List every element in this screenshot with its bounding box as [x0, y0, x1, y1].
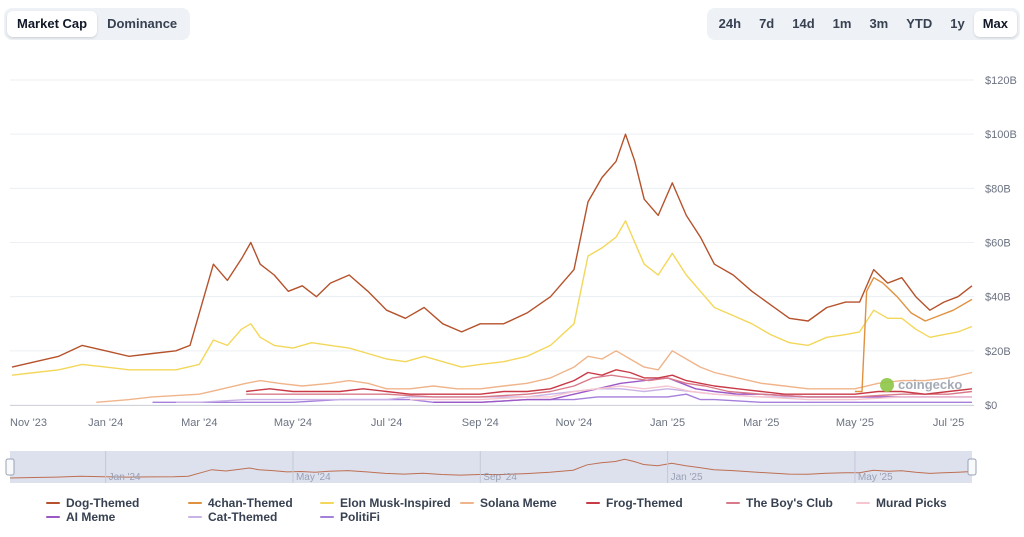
- series-line-politifi[interactable]: [152, 393, 973, 403]
- range-3m[interactable]: 3m: [869, 16, 889, 31]
- y-tick-label: $80B: [985, 183, 1011, 195]
- x-tick-label: Jan '25: [650, 417, 685, 429]
- legend-swatch: [320, 516, 334, 518]
- x-tick-label: May '24: [274, 417, 312, 429]
- legend-swatch: [188, 502, 202, 504]
- coingecko-watermark: coingecko: [880, 377, 962, 392]
- range-navigator[interactable]: Jan '24 May '24 Sep '24 Jan '25 May '25: [5, 451, 977, 483]
- range-1y[interactable]: 1y: [950, 16, 965, 31]
- grid-lines: [10, 79, 974, 406]
- legend-label: 4chan-Themed: [208, 496, 293, 510]
- navigator-tick-label: Jan '25: [671, 472, 703, 483]
- y-tick-label: $40B: [985, 292, 1011, 304]
- legend-label: Cat-Themed: [208, 510, 278, 524]
- tab-dominance[interactable]: Dominance: [107, 16, 178, 31]
- legend-swatch: [460, 502, 474, 504]
- legend-swatch: [856, 502, 870, 504]
- y-tick-label: $0: [985, 400, 997, 412]
- range-14d[interactable]: 14d: [792, 16, 815, 31]
- legend-item-elon-musk-inspired[interactable]: Elon Musk-Inspired: [320, 496, 451, 510]
- legend-label: The Boy's Club: [746, 496, 833, 510]
- y-tick-label: $20B: [985, 346, 1011, 358]
- legend-label: Elon Musk-Inspired: [340, 496, 451, 510]
- y-tick-label: $120B: [985, 75, 1017, 87]
- series-line-4chan-themed[interactable]: [854, 277, 973, 393]
- series-line-frog-themed[interactable]: [246, 369, 973, 395]
- navigator-left-handle[interactable]: [5, 458, 15, 476]
- series-line-the-boy-s-club[interactable]: [246, 374, 973, 398]
- legend-item-solana-meme[interactable]: Solana Meme: [460, 496, 557, 510]
- legend-label: Dog-Themed: [66, 496, 140, 510]
- x-tick-label: Sep '24: [462, 417, 499, 429]
- legend-swatch: [46, 502, 60, 504]
- x-tick-label: Nov '23: [10, 417, 47, 429]
- legend-label: AI Meme: [66, 510, 116, 524]
- x-axis: Nov '23 Jan '24 Mar '24 May '24 Jul '24 Sep '…: [10, 405, 974, 429]
- range-ytd[interactable]: YTD: [906, 16, 933, 31]
- legend-item-politifi[interactable]: PolitiFi: [320, 510, 380, 524]
- series-line-solana-meme[interactable]: [96, 350, 973, 403]
- x-tick-label: Nov '24: [555, 417, 592, 429]
- y-tick-label: $60B: [985, 238, 1011, 250]
- navigator-tick-label: May '24: [296, 472, 331, 483]
- market-cap-chart[interactable]: $0 $20B $40B $60B $80B $100B $120B Nov '23 Jan …: [0, 0, 1024, 490]
- range-1m[interactable]: 1m: [832, 16, 852, 31]
- watermark-text: coingecko: [898, 377, 963, 392]
- legend-item-4chan-themed[interactable]: 4chan-Themed: [188, 496, 293, 510]
- legend-label: Murad Picks: [876, 496, 947, 510]
- x-tick-label: May '25: [836, 417, 874, 429]
- series-line-dog-themed[interactable]: [11, 133, 973, 368]
- navigator-tick-label: Jan '24: [109, 472, 141, 483]
- coingecko-logo-icon: [880, 377, 894, 392]
- range-24h[interactable]: 24h: [718, 16, 742, 31]
- legend-swatch: [188, 516, 202, 518]
- view-tabs: Market Cap Dominance: [4, 8, 191, 40]
- legend-item-the-boy-s-club[interactable]: The Boy's Club: [726, 496, 833, 510]
- navigator-tick-label: May '25: [858, 472, 893, 483]
- legend-item-ai-meme[interactable]: AI Meme: [46, 510, 115, 524]
- legend-item-murad-picks[interactable]: Murad Picks: [856, 496, 947, 510]
- legend-label: Frog-Themed: [606, 496, 683, 510]
- y-axis: $0 $20B $40B $60B $80B $100B $120B: [985, 75, 1017, 412]
- range-7d[interactable]: 7d: [759, 16, 775, 31]
- series-line-murad-picks[interactable]: [410, 385, 972, 401]
- legend-item-dog-themed[interactable]: Dog-Themed: [46, 496, 139, 510]
- navigator-tick-label: Sep '24: [483, 472, 517, 483]
- legend-swatch: [320, 502, 334, 504]
- legend-swatch: [46, 516, 60, 518]
- legend-label: PolitiFi: [340, 510, 380, 524]
- series-line-elon-musk-inspired[interactable]: [11, 220, 973, 376]
- legend-swatch: [586, 502, 600, 504]
- legend-label: Solana Meme: [480, 496, 557, 510]
- navigator-series-line: [9, 458, 973, 479]
- x-tick-label: Jan '24: [88, 417, 123, 429]
- legend-item-cat-themed[interactable]: Cat-Themed: [188, 510, 277, 524]
- x-tick-label: Mar '24: [181, 417, 217, 429]
- x-tick-label: Jul '24: [371, 417, 402, 429]
- navigator-window[interactable]: [10, 451, 972, 483]
- y-tick-label: $100B: [985, 129, 1017, 141]
- series-lines: [11, 133, 973, 403]
- legend-item-frog-themed[interactable]: Frog-Themed: [586, 496, 683, 510]
- x-tick-label: Jul '25: [933, 417, 964, 429]
- tab-market-cap[interactable]: Market Cap: [7, 11, 98, 37]
- legend-swatch: [726, 502, 740, 504]
- range-tabs: 24h 7d 14d 1m 3m YTD 1y Max: [706, 8, 1020, 40]
- x-tick-label: Mar '25: [743, 417, 779, 429]
- range-max[interactable]: Max: [973, 11, 1017, 37]
- navigator-right-handle[interactable]: [967, 458, 977, 476]
